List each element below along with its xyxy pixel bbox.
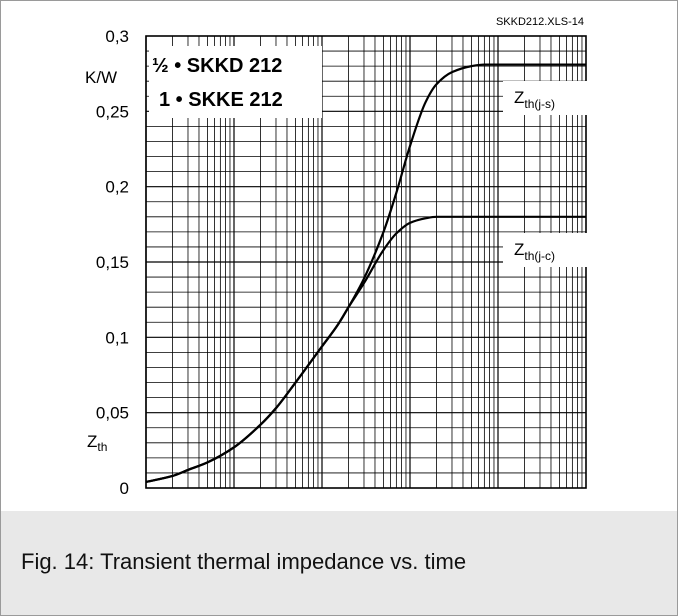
series-label-zth-jc: Zth(j-c) — [503, 233, 589, 267]
y-unit: K/W — [85, 68, 117, 87]
series-line-zth-js — [145, 63, 586, 484]
y-tick-label: 0,2 — [105, 178, 129, 197]
legend-entry-skkd: ½ • SKKD 212 — [152, 55, 282, 77]
x-tick-label: 0,01 — [217, 509, 250, 511]
x-tick-label: 100 — [572, 509, 600, 511]
x-unit: s — [517, 509, 526, 511]
y-tick-label: 0 — [120, 479, 129, 498]
chart-code: SKKD212.XLS-14 — [496, 16, 584, 28]
x-tick-label: 0,001 — [125, 509, 168, 511]
x-tick-label: 1 — [405, 509, 414, 511]
curves — [145, 63, 586, 484]
tick-labels: 0 0,05 0,1 0,15 0,2 0,25 0,3 0,001 0,01 0,1 1 10 100 — [96, 27, 600, 511]
figure-caption: Fig. 14: Transient thermal impedance vs.… — [21, 549, 467, 574]
y-tick-label: 0,05 — [96, 404, 129, 423]
y-tick-label: 0,25 — [96, 102, 129, 121]
legend-entry-skke: 1 • SKKE 212 — [159, 89, 283, 111]
x-tick-label: 0,1 — [310, 509, 334, 511]
y-axis-label: Zth — [85, 429, 133, 461]
y-tick-label: 0,1 — [105, 328, 129, 347]
impedance-chart: ½ • SKKD 212 1 • SKKE 212 SKKD212.XLS-14… — [85, 16, 600, 511]
legend-box — [149, 46, 322, 118]
series-label-zth-js: Zth(j-s) — [503, 81, 589, 115]
x-tick-label: 10 — [489, 509, 508, 511]
caption-box: Fig. 14: Transient thermal impedance vs.… — [1, 511, 677, 615]
x-axis-label: t — [187, 509, 192, 511]
series-line-zth-jc — [145, 215, 586, 484]
y-tick-label: 0,15 — [96, 253, 129, 272]
y-tick-label: 0,3 — [105, 27, 129, 46]
